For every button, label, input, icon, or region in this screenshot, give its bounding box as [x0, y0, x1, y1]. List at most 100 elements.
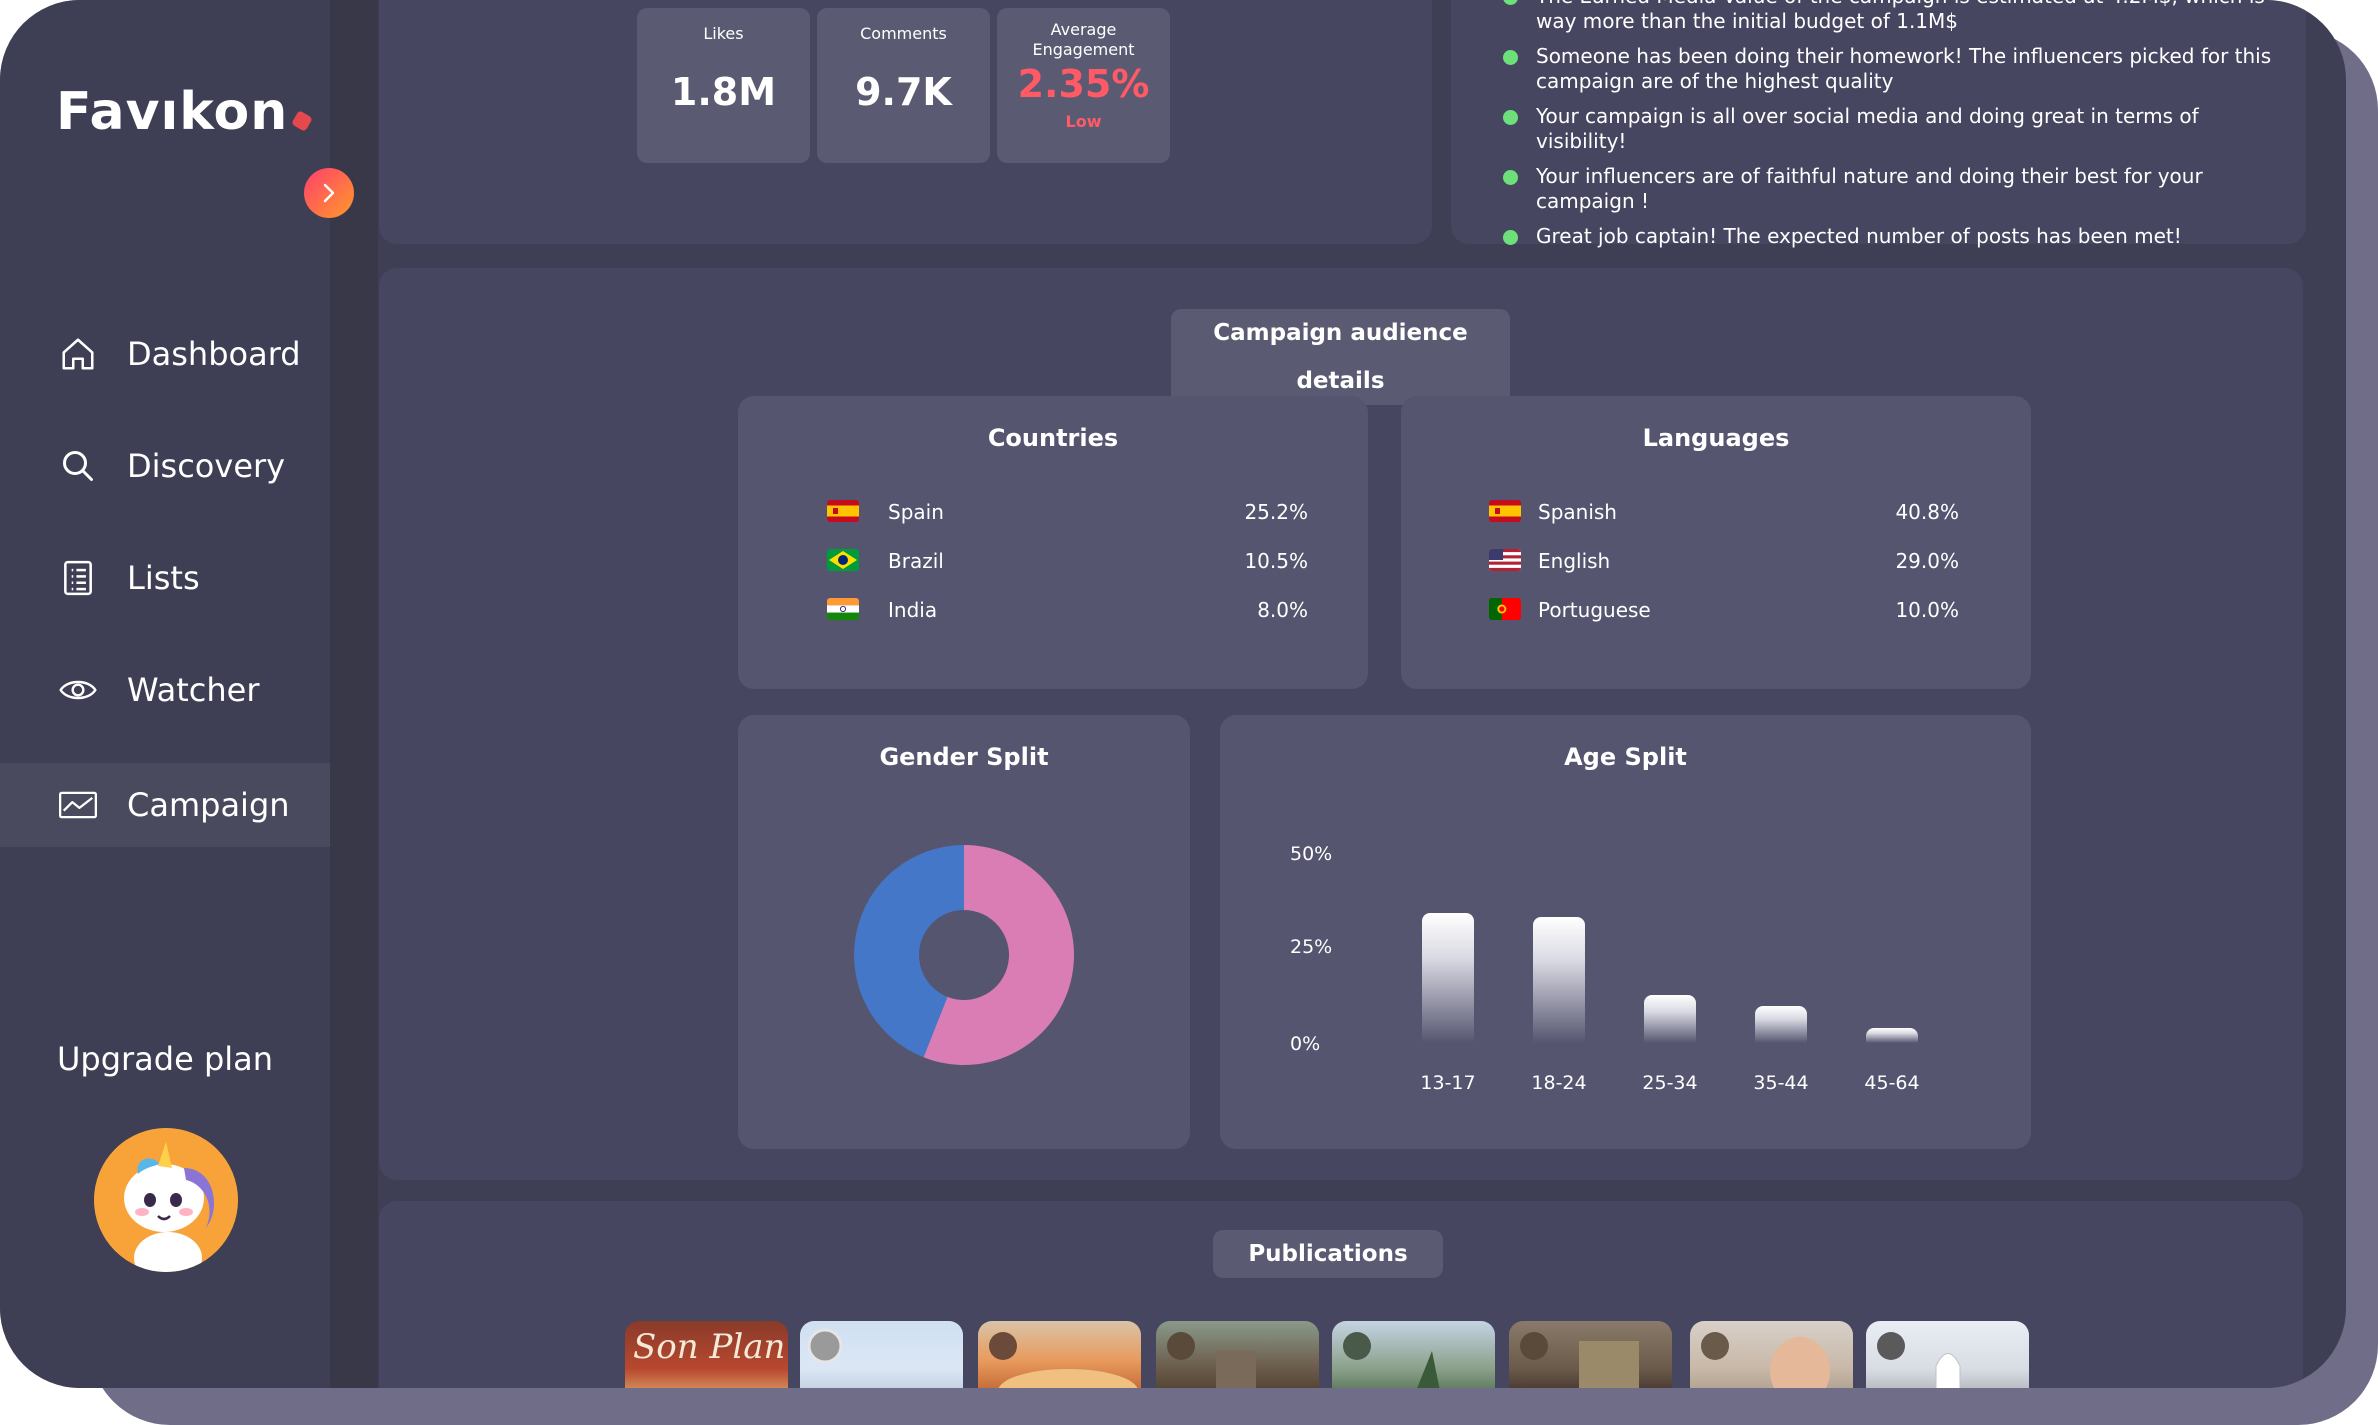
- list-item: Portuguese 10.0%: [1401, 596, 2031, 626]
- x-tick-label: 25-34: [1642, 1072, 1698, 1094]
- bar-18-24[interactable]: [1533, 916, 1585, 1043]
- sidebar-item-label: Campaign: [127, 786, 290, 824]
- x-tick-label: 45-64: [1864, 1072, 1920, 1094]
- chart-icon: [58, 785, 98, 825]
- publication-thumbnail[interactable]: [978, 1321, 1141, 1388]
- y-tick-label: 25%: [1290, 936, 1333, 958]
- list-item: Spanish 40.8%: [1401, 498, 2031, 528]
- sidebar-edge: [330, 0, 378, 1388]
- check-dot-icon: [1503, 230, 1518, 245]
- sidebar-item-discovery[interactable]: Discovery: [0, 424, 330, 508]
- spain-flag-icon: [827, 500, 859, 522]
- portugal-flag-icon: [1489, 598, 1521, 620]
- likes-card: Likes 1.8M: [637, 8, 810, 163]
- avatar[interactable]: [94, 1128, 238, 1272]
- list-item: English 29.0%: [1401, 547, 2031, 577]
- card-title: Countries: [987, 424, 1119, 452]
- publication-image-icon: [1877, 1332, 1961, 1388]
- publication-thumbnail[interactable]: [1690, 1321, 1853, 1388]
- stat-value: 2.35%: [1017, 62, 1150, 106]
- sidebar-item-dashboard[interactable]: Dashboard: [0, 312, 330, 396]
- sidebar-item-label: Dashboard: [127, 335, 301, 373]
- unicorn-avatar-icon: [94, 1128, 238, 1272]
- thumbnail-text: Son Plan PIZZA: [633, 1327, 788, 1367]
- y-tick-label: 0%: [1290, 1033, 1321, 1055]
- age-split-card: Age Split 50% 25% 0% 13-17 18-24 25-34 35-44 45…: [1220, 715, 2031, 1149]
- check-dot-icon: [1503, 0, 1518, 5]
- bar-25-34[interactable]: [1644, 994, 1696, 1043]
- stat-label: Likes: [703, 24, 744, 43]
- check-dot-icon: [1503, 110, 1518, 125]
- publication-thumbnail[interactable]: Son Plan PIZZA: [625, 1321, 788, 1388]
- stat-label: Average Engagement: [1032, 20, 1135, 59]
- publication-image-icon: [1343, 1332, 1440, 1388]
- bar-13-17[interactable]: [1422, 912, 1474, 1043]
- app-window: Favıkon Dashboard Discovery Lists Watche…: [0, 0, 2346, 1388]
- y-tick-label: 50%: [1290, 843, 1333, 865]
- check-dot-icon: [1503, 170, 1518, 185]
- x-tick-label: 18-24: [1531, 1072, 1587, 1094]
- brand-logo[interactable]: Favıkon: [56, 82, 314, 142]
- insight-item: Your influencers are of faithful nature …: [1503, 164, 2283, 214]
- card-title: Age Split: [1564, 743, 1687, 771]
- sidebar: Favıkon Dashboard Discovery Lists Watche…: [0, 0, 330, 1388]
- languages-card: Languages Spanish 40.8% English 29.0% Po…: [1401, 396, 2031, 689]
- sidebar-item-watcher[interactable]: Watcher: [0, 648, 330, 732]
- gender-donut-chart: [853, 845, 1074, 1065]
- upgrade-plan-link[interactable]: Upgrade plan: [56, 1040, 274, 1078]
- pie-slice-male[interactable]: [853, 845, 964, 1058]
- brazil-flag-icon: [827, 549, 859, 571]
- publication-image-icon: [989, 1332, 1138, 1388]
- publication-thumbnail[interactable]: [1509, 1321, 1672, 1388]
- chevron-right-icon: [323, 183, 335, 203]
- publication-thumbnail[interactable]: [800, 1321, 963, 1388]
- sidebar-item-lists[interactable]: Lists: [0, 536, 330, 620]
- sidebar-item-label: Lists: [127, 559, 200, 597]
- age-bar-chart: 50% 25% 0% 13-17 18-24 25-34 35-44 45-64: [1220, 715, 2031, 1149]
- stat-value: 1.8M: [670, 70, 777, 114]
- sidebar-item-campaign[interactable]: Campaign: [0, 763, 330, 847]
- insight-item: Your campaign is all over social media a…: [1503, 104, 2283, 154]
- publication-thumbnail[interactable]: [1332, 1321, 1495, 1388]
- engagement-level-badge: Low: [1065, 112, 1102, 131]
- bar-35-44[interactable]: [1755, 1005, 1807, 1043]
- list-item: Brazil 10.5%: [738, 547, 1368, 577]
- x-tick-label: 13-17: [1420, 1072, 1476, 1094]
- insight-item: Someone has been doing their homework! T…: [1503, 44, 2283, 94]
- publication-image-icon: [1520, 1332, 1639, 1388]
- spain-flag-icon: [1489, 500, 1521, 522]
- home-icon: [58, 334, 98, 374]
- x-tick-label: 35-44: [1753, 1072, 1809, 1094]
- publication-thumbnail[interactable]: [1156, 1321, 1319, 1388]
- search-icon: [58, 446, 98, 486]
- logo-dot-icon: [291, 110, 314, 132]
- card-title: Languages: [1642, 424, 1790, 452]
- publication-image-icon: [807, 1328, 843, 1364]
- india-flag-icon: [827, 598, 859, 620]
- publications-section-title: Publications: [1213, 1230, 1443, 1278]
- eye-icon: [58, 670, 98, 710]
- publication-image-icon: [1701, 1332, 1830, 1388]
- collapse-sidebar-button[interactable]: [304, 168, 354, 218]
- list-item: Spain 25.2%: [738, 498, 1368, 528]
- comments-card: Comments 9.7K: [817, 8, 990, 163]
- check-dot-icon: [1503, 50, 1518, 65]
- usa-flag-icon: [1489, 549, 1521, 571]
- insights-list: The Earned Media Value of the campaign i…: [1503, 0, 2283, 259]
- pie-slice-female[interactable]: [923, 845, 1074, 1065]
- list-icon: [58, 558, 98, 598]
- card-title: Gender Split: [879, 743, 1049, 771]
- brand-name: Favıkon: [56, 82, 289, 142]
- publication-image-icon: [1167, 1332, 1256, 1388]
- bar-45-64[interactable]: [1866, 1028, 1918, 1043]
- insight-item: The Earned Media Value of the campaign i…: [1503, 0, 2283, 34]
- list-item: India 8.0%: [738, 596, 1368, 626]
- stat-value: 9.7K: [855, 70, 952, 114]
- gender-split-card: Gender Split: [738, 715, 1190, 1149]
- sidebar-item-label: Watcher: [127, 671, 260, 709]
- publication-thumbnail[interactable]: [1866, 1321, 2029, 1388]
- campaign-insights-panel: [1451, 0, 2306, 244]
- countries-card: Countries Spain 25.2% Brazil 10.5% India…: [738, 396, 1368, 689]
- sidebar-item-label: Discovery: [127, 447, 286, 485]
- engagement-card: Average Engagement 2.35% Low: [997, 8, 1170, 163]
